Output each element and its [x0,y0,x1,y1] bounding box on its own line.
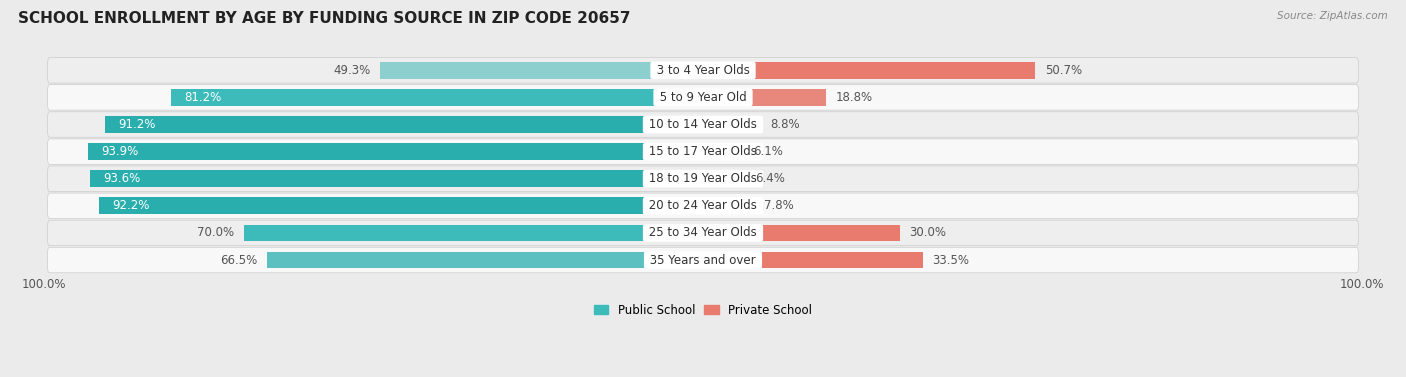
Text: 3 to 4 Year Olds: 3 to 4 Year Olds [652,64,754,77]
Text: 91.2%: 91.2% [118,118,156,131]
Text: 49.3%: 49.3% [333,64,370,77]
Bar [703,225,900,241]
Text: 92.2%: 92.2% [112,199,149,212]
Text: Source: ZipAtlas.com: Source: ZipAtlas.com [1277,11,1388,21]
FancyBboxPatch shape [48,58,1358,83]
FancyBboxPatch shape [48,247,1358,273]
Text: 6.1%: 6.1% [752,145,783,158]
Text: 6.4%: 6.4% [755,172,785,185]
Text: 18 to 19 Year Olds: 18 to 19 Year Olds [645,172,761,185]
Bar [703,143,742,160]
Legend: Public School, Private School: Public School, Private School [589,299,817,321]
FancyBboxPatch shape [48,220,1358,246]
Text: 93.6%: 93.6% [103,172,141,185]
Text: SCHOOL ENROLLMENT BY AGE BY FUNDING SOURCE IN ZIP CODE 20657: SCHOOL ENROLLMENT BY AGE BY FUNDING SOUR… [18,11,631,26]
Bar [703,251,922,268]
FancyBboxPatch shape [48,85,1358,110]
Text: 93.9%: 93.9% [101,145,138,158]
Text: 18.8%: 18.8% [837,91,873,104]
Bar [703,116,761,133]
Text: 70.0%: 70.0% [197,227,235,239]
Bar [172,89,703,106]
Text: 35 Years and over: 35 Years and over [647,253,759,267]
Text: 100.0%: 100.0% [1340,279,1385,291]
Text: 33.5%: 33.5% [932,253,969,267]
Text: 25 to 34 Year Olds: 25 to 34 Year Olds [645,227,761,239]
Bar [703,62,1035,79]
Text: 66.5%: 66.5% [221,253,257,267]
Text: 100.0%: 100.0% [21,279,66,291]
Text: 15 to 17 Year Olds: 15 to 17 Year Olds [645,145,761,158]
Bar [87,143,703,160]
Bar [703,198,754,214]
Bar [267,251,703,268]
Bar [245,225,703,241]
Bar [703,170,745,187]
FancyBboxPatch shape [48,193,1358,219]
Text: 7.8%: 7.8% [763,199,794,212]
Text: 8.8%: 8.8% [770,118,800,131]
Text: 5 to 9 Year Old: 5 to 9 Year Old [655,91,751,104]
Text: 30.0%: 30.0% [910,227,946,239]
FancyBboxPatch shape [48,139,1358,164]
Text: 10 to 14 Year Olds: 10 to 14 Year Olds [645,118,761,131]
Text: 50.7%: 50.7% [1045,64,1083,77]
Bar [90,170,703,187]
Text: 20 to 24 Year Olds: 20 to 24 Year Olds [645,199,761,212]
Text: 81.2%: 81.2% [184,91,221,104]
FancyBboxPatch shape [48,112,1358,137]
Bar [380,62,703,79]
Bar [98,198,703,214]
FancyBboxPatch shape [48,166,1358,192]
Bar [703,89,827,106]
Bar [105,116,703,133]
